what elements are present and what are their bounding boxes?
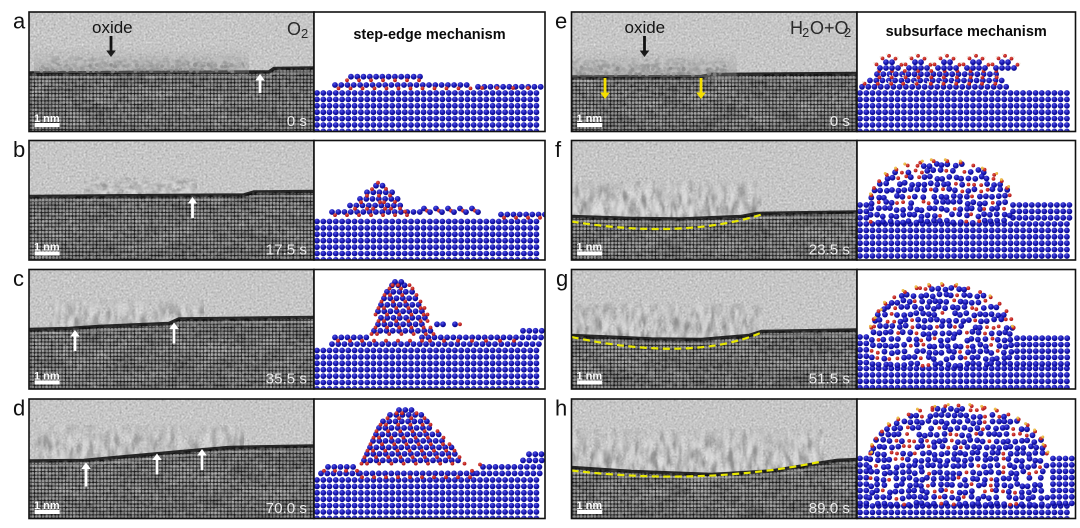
svg-text:d: d — [13, 396, 25, 421]
svg-text:a: a — [13, 9, 26, 34]
svg-text:e: e — [555, 9, 567, 34]
svg-text:oxide: oxide — [625, 18, 666, 37]
svg-text:g: g — [556, 266, 568, 291]
svg-text:c: c — [13, 266, 24, 291]
svg-text:35.5 s: 35.5 s — [266, 371, 308, 388]
svg-text:2: 2 — [802, 25, 809, 40]
svg-text:step-edge mechanism: step-edge mechanism — [353, 27, 505, 43]
svg-text:1 nm: 1 nm — [577, 500, 603, 512]
svg-text:b: b — [13, 137, 25, 162]
svg-text:O+O: O+O — [810, 18, 849, 38]
svg-text:23.5 s: 23.5 s — [809, 242, 851, 259]
svg-text:2: 2 — [301, 26, 308, 41]
svg-text:f: f — [555, 137, 562, 162]
svg-text:h: h — [555, 396, 567, 421]
svg-text:1 nm: 1 nm — [34, 113, 60, 125]
svg-text:1 nm: 1 nm — [577, 113, 603, 125]
svg-text:0 s: 0 s — [830, 113, 851, 130]
svg-text:1 nm: 1 nm — [34, 242, 60, 254]
svg-text:70.0 s: 70.0 s — [266, 500, 308, 517]
svg-text:oxide: oxide — [92, 18, 133, 37]
svg-text:1 nm: 1 nm — [34, 371, 60, 383]
svg-text:51.5 s: 51.5 s — [809, 371, 851, 388]
svg-text:2: 2 — [844, 25, 851, 40]
svg-text:subsurface mechanism: subsurface mechanism — [886, 24, 1047, 40]
svg-text:17.5 s: 17.5 s — [266, 242, 308, 259]
svg-text:1 nm: 1 nm — [577, 371, 603, 383]
svg-text:O: O — [287, 19, 301, 39]
svg-text:89.0 s: 89.0 s — [809, 500, 851, 517]
svg-text:1 nm: 1 nm — [34, 500, 60, 512]
svg-text:1 nm: 1 nm — [577, 242, 603, 254]
svg-text:H: H — [790, 18, 803, 38]
svg-text:0 s: 0 s — [287, 113, 308, 130]
